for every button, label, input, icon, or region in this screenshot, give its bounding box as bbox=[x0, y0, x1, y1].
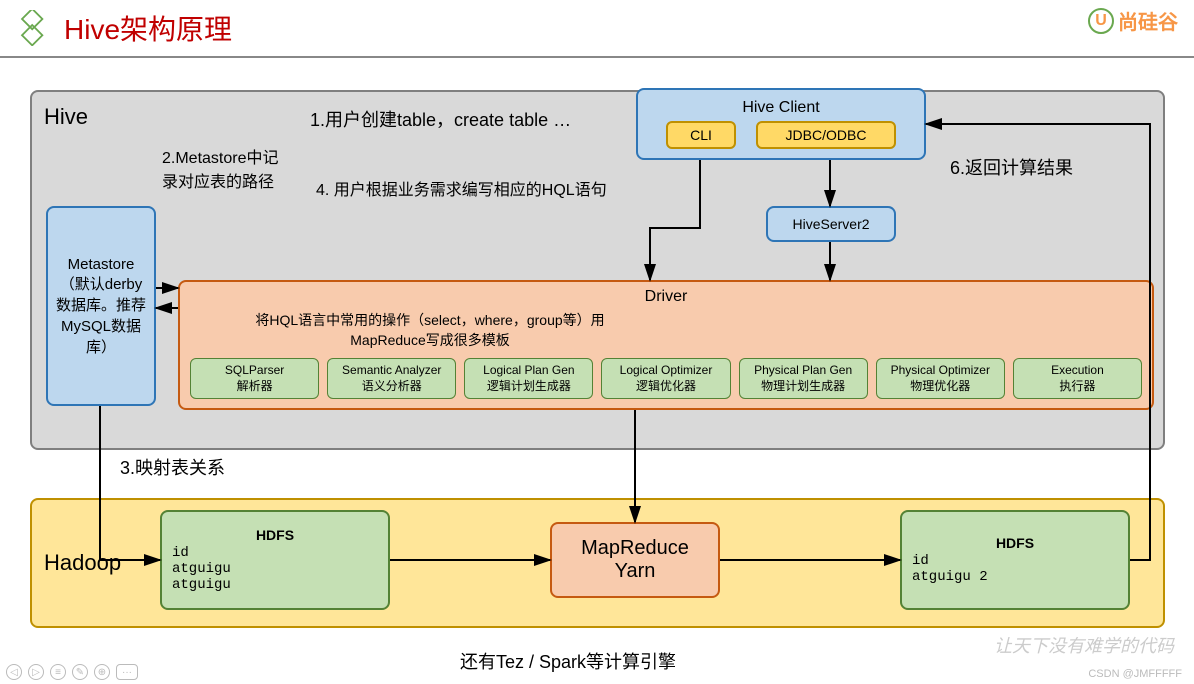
hdfs2-title: HDFS bbox=[912, 535, 1118, 551]
toolbar-icon: ⊕ bbox=[94, 664, 110, 680]
hdfs2-content: id atguigu 2 bbox=[912, 553, 1118, 585]
toolbar-icon: ✎ bbox=[72, 664, 88, 680]
footer-label: 还有Tez / Spark等计算引擎 bbox=[460, 648, 676, 674]
driver-sub-box: Physical Plan Gen物理计划生成器 bbox=[739, 358, 868, 399]
driver-box: Driver 将HQL语言中常用的操作（select，where，group等）… bbox=[178, 280, 1154, 410]
toolbar-icon: ◁ bbox=[6, 664, 22, 680]
toolbar-icon: ··· bbox=[116, 664, 138, 680]
driver-sub-box: Execution执行器 bbox=[1013, 358, 1142, 399]
toolbar-icon: ▷ bbox=[28, 664, 44, 680]
driver-sub-box: SQLParser解析器 bbox=[190, 358, 319, 399]
page-title: Hive架构原理 bbox=[64, 8, 232, 48]
driver-sub-box: Physical Optimizer物理优化器 bbox=[876, 358, 1005, 399]
brand-text: 尚硅谷 bbox=[1118, 6, 1178, 35]
hdfs2-box: HDFS id atguigu 2 bbox=[900, 510, 1130, 610]
brand-icon: U bbox=[1088, 8, 1114, 34]
step4-label: 4. 用户根据业务需求编写相应的HQL语句 bbox=[316, 176, 607, 200]
csdn-watermark: CSDN @JMFFFFF bbox=[1088, 668, 1182, 680]
metastore-text: Metastore（默认derby数据库。推荐MySQL数据库） bbox=[54, 256, 148, 357]
driver-title: Driver bbox=[645, 288, 688, 306]
slogan-watermark: 让天下没有难学的代码 bbox=[994, 632, 1174, 658]
driver-sub-box: Semantic Analyzer语义分析器 bbox=[327, 358, 456, 399]
logo-icon bbox=[16, 10, 52, 46]
driver-desc: 将HQL语言中常用的操作（select，where，group等）用MapRed… bbox=[220, 310, 640, 350]
metastore-box: Metastore（默认derby数据库。推荐MySQL数据库） bbox=[46, 206, 156, 406]
step1-label: 1.用户创建table，create table … bbox=[310, 106, 571, 132]
hdfs1-content: id atguigu atguigu bbox=[172, 545, 378, 593]
mapreduce-box: MapReduce Yarn bbox=[550, 522, 720, 598]
hdfs1-box: HDFS id atguigu atguigu bbox=[160, 510, 390, 610]
hive-client-box: Hive Client CLI JDBC/ODBC bbox=[636, 88, 926, 160]
driver-subs-row: SQLParser解析器Semantic Analyzer语义分析器Logica… bbox=[190, 358, 1142, 399]
hdfs1-title: HDFS bbox=[172, 527, 378, 543]
toolbar-icon: ≡ bbox=[50, 664, 66, 680]
cli-button: CLI bbox=[666, 121, 736, 149]
hadoop-label: Hadoop bbox=[44, 550, 121, 576]
step2-label: 2.Metastore中记录对应表的路径 bbox=[162, 144, 292, 192]
driver-sub-box: Logical Optimizer逻辑优化器 bbox=[601, 358, 730, 399]
bottom-toolbar: ◁ ▷ ≡ ✎ ⊕ ··· bbox=[6, 664, 138, 680]
jdbc-button: JDBC/ODBC bbox=[756, 121, 896, 149]
step6-label: 6.返回计算结果 bbox=[950, 154, 1073, 180]
hive-client-title: Hive Client bbox=[742, 99, 819, 117]
hive-label: Hive bbox=[44, 104, 88, 130]
diagram-canvas: Hive Metastore（默认derby数据库。推荐MySQL数据库） Hi… bbox=[0, 48, 1194, 684]
hiveserver2-box: HiveServer2 bbox=[766, 206, 896, 242]
step3-label: 3.映射表关系 bbox=[120, 454, 225, 480]
brand: U 尚硅谷 bbox=[1088, 6, 1178, 35]
driver-sub-box: Logical Plan Gen逻辑计划生成器 bbox=[464, 358, 593, 399]
